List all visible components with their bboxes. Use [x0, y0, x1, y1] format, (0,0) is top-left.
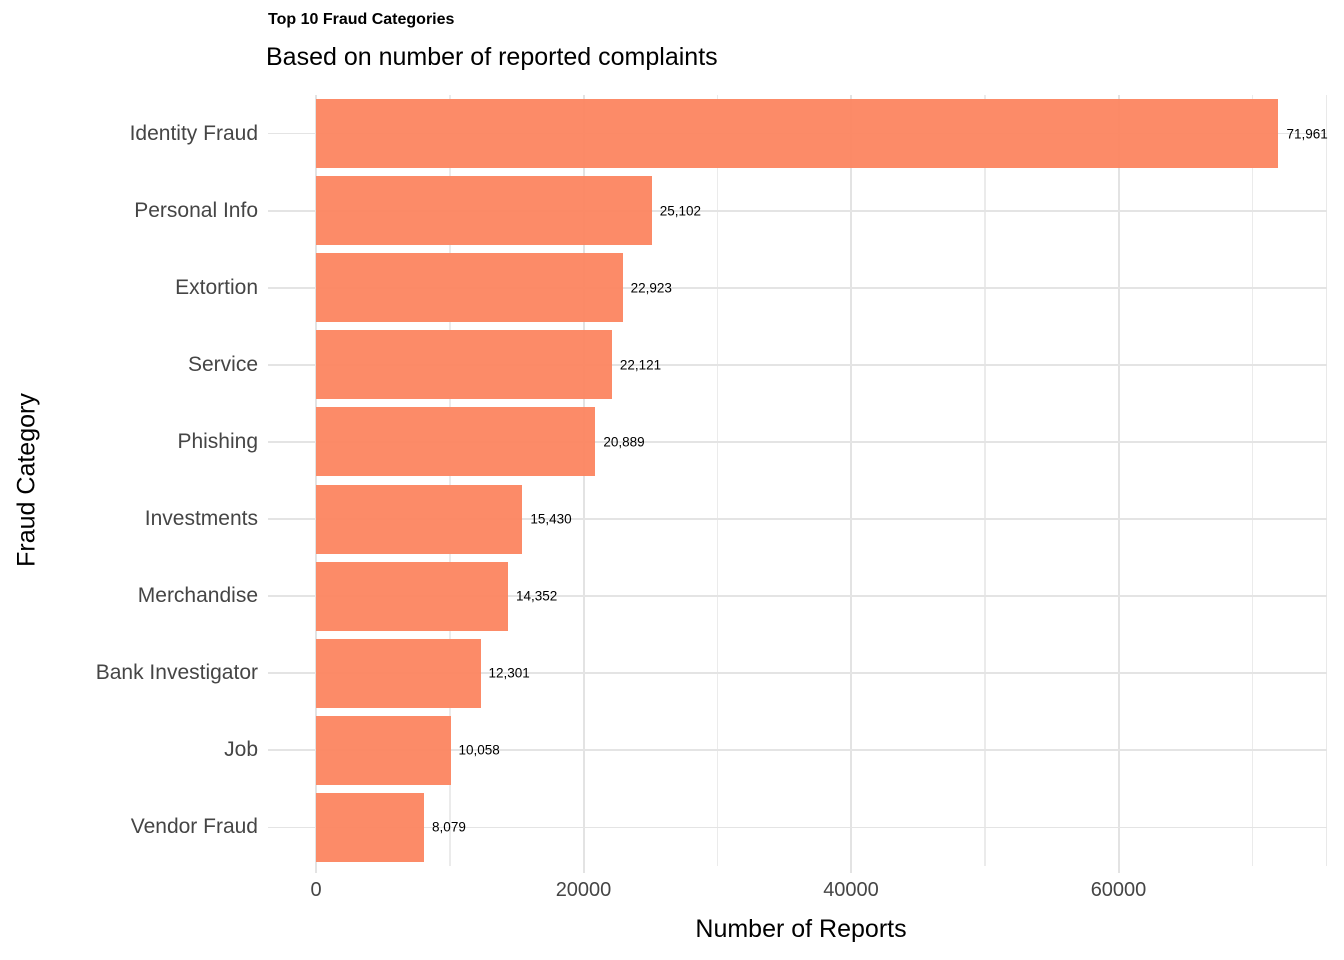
x-major-gridline [1117, 95, 1120, 866]
y-gridline [268, 518, 1327, 520]
x-axis-tick [315, 866, 317, 873]
category-label: Investments [144, 507, 258, 531]
y-gridline [268, 595, 1327, 598]
bar-value-label: 14,352 [515, 588, 558, 604]
bar-value-label: 25,102 [659, 203, 702, 219]
y-gridline [268, 672, 1327, 675]
x-axis-title: Number of Reports [695, 915, 907, 943]
category-label: Vendor Fraud [130, 815, 258, 839]
y-gridline [268, 826, 1327, 829]
bar-extortion [316, 253, 623, 323]
category-label: Service [187, 352, 258, 376]
bar-bank-investigator [316, 638, 481, 708]
bar-value-label: 22,923 [630, 280, 672, 296]
y-gridline [268, 441, 1327, 443]
y-gridline [268, 209, 1327, 212]
bar-vendor-fraud [316, 792, 425, 862]
category-label: Bank Investigator [95, 661, 258, 685]
bar-personal-info [316, 176, 652, 246]
x-tick-label: 20000 [555, 879, 612, 901]
y-gridline [268, 363, 1327, 366]
plot-panel: 71,961 25,102 22,923 22,121 20,889 15,430 14,3… [268, 95, 1328, 873]
x-tick-label: 0 [310, 879, 322, 901]
bar-value-label: 8,079 [432, 819, 466, 835]
x-major-gridline [850, 95, 852, 866]
category-label: Phishing [177, 429, 258, 453]
x-major-gridline [315, 95, 317, 866]
category-label: Job [224, 738, 258, 762]
y-axis-title: Fraud Category [12, 393, 41, 567]
bar-job [316, 715, 451, 785]
x-major-gridline [582, 95, 585, 866]
category-label: Merchandise [137, 584, 258, 608]
x-axis-tick [1117, 866, 1120, 873]
bar-investments [316, 484, 523, 554]
panel-right-edge-line [1325, 95, 1327, 866]
y-gridline [268, 286, 1327, 289]
chart-subtitle: Based on number of reported complaints [266, 43, 718, 71]
bar-identity-fraud [316, 99, 1279, 169]
x-minor-gridline [449, 95, 451, 866]
x-tick-label: 40000 [823, 879, 879, 901]
x-axis-tick [582, 866, 585, 873]
bar-value-label: 15,430 [530, 511, 572, 527]
bar-phishing [316, 407, 596, 477]
bar-value-label: 12,301 [488, 665, 530, 681]
x-minor-gridline [984, 95, 986, 866]
category-label: Extortion [175, 275, 258, 299]
x-tick-label: 60000 [1090, 879, 1147, 901]
y-gridline [268, 749, 1327, 752]
bar-service [316, 330, 612, 400]
y-axis-labels: Identity Fraud Personal Info Extortion Serv… [0, 95, 258, 866]
bar-value-label: 10,058 [458, 742, 500, 758]
bar-value-label: 20,889 [603, 434, 645, 450]
bar-merchandise [316, 561, 508, 631]
chart-title: Top 10 Fraud Categories [268, 11, 455, 28]
bar-value-label: 22,121 [619, 357, 662, 373]
category-label: Identity Fraud [129, 121, 258, 145]
x-minor-gridline [716, 95, 718, 866]
x-axis-tick [850, 866, 852, 873]
category-label: Personal Info [134, 198, 258, 222]
x-minor-gridline [1251, 95, 1253, 866]
bar-value-label: 71,961 [1286, 126, 1328, 142]
